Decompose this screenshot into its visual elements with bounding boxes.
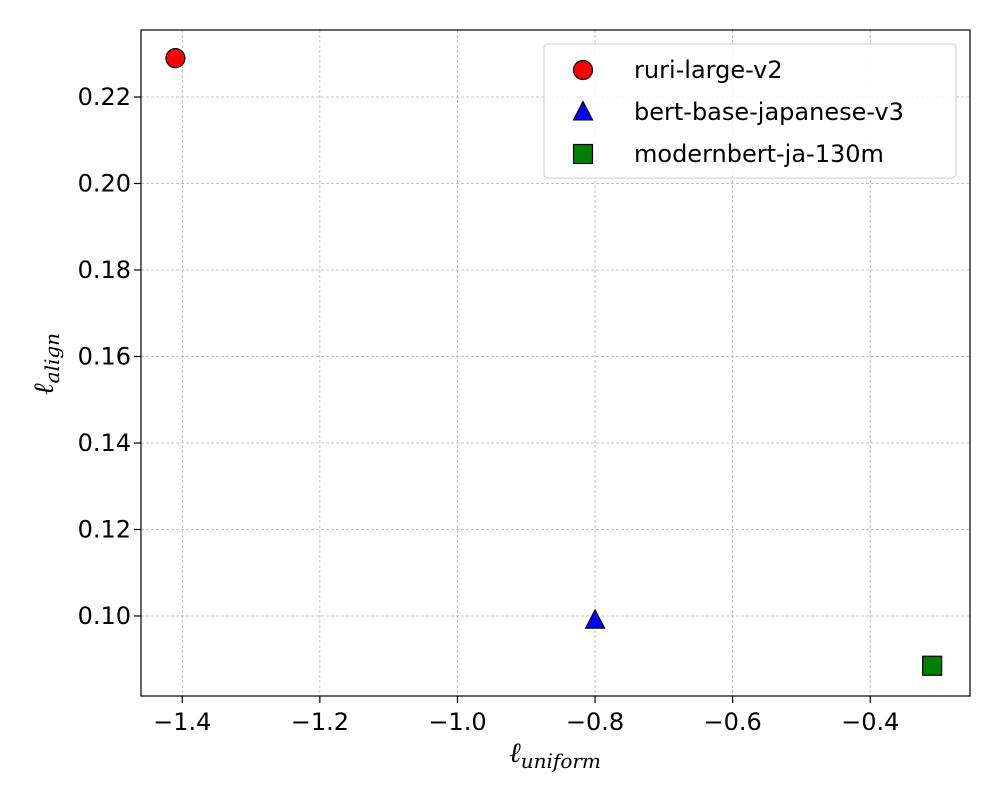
- legend-marker-modernbert-ja-130m: [572, 143, 594, 165]
- x-axis-label-sub: uniform: [521, 749, 601, 773]
- legend: ruri-large-v2 bert-base-japanese-v3 modern…: [543, 43, 957, 179]
- data-points: [165, 48, 943, 676]
- legend-marker-bert-base-japanese-v3: [572, 100, 594, 121]
- legend-marker-ruri-large-v2: [572, 59, 594, 81]
- y-tick-label: 0.22: [78, 83, 131, 111]
- x-tick-label: −1.4: [153, 708, 211, 736]
- x-axis-label: ℓuniform: [509, 736, 601, 773]
- point-modernbert-ja-130m: [922, 655, 943, 676]
- x-axis: −1.4 −1.2 −1.0 −0.8 −0.6 −0.4: [153, 696, 899, 736]
- y-tick-label: 0.12: [78, 516, 131, 544]
- x-tick-label: −1.2: [291, 708, 349, 736]
- y-tick-label: 0.18: [78, 256, 131, 284]
- x-tick-label: −0.6: [704, 708, 762, 736]
- y-axis-label-main: ℓ: [27, 383, 60, 395]
- x-tick-label: −1.0: [428, 708, 486, 736]
- legend-box: [543, 43, 957, 179]
- y-axis-label-sub: align: [40, 333, 64, 383]
- legend-label: ruri-large-v2: [634, 56, 783, 84]
- x-tick-label: −0.8: [566, 708, 624, 736]
- legend-label: modernbert-ja-130m: [634, 140, 884, 168]
- plot-frame: [140, 29, 971, 697]
- x-tick-label: −0.4: [841, 708, 899, 736]
- y-tick-label: 0.16: [78, 343, 131, 371]
- legend-items: ruri-large-v2 bert-base-japanese-v3 modern…: [572, 56, 904, 168]
- y-axis-label: ℓalign: [27, 333, 64, 395]
- y-tick-label: 0.20: [78, 170, 131, 198]
- x-axis-label-main: ℓ: [509, 736, 521, 769]
- y-tick-label: 0.10: [78, 602, 131, 630]
- y-axis: 0.10 0.12 0.14 0.16 0.18 0.20 0.22: [78, 83, 141, 630]
- y-tick-label: 0.14: [78, 429, 131, 457]
- point-ruri-large-v2: [165, 48, 186, 69]
- legend-label: bert-base-japanese-v3: [634, 98, 904, 126]
- point-bert-base-japanese-v3: [584, 608, 606, 629]
